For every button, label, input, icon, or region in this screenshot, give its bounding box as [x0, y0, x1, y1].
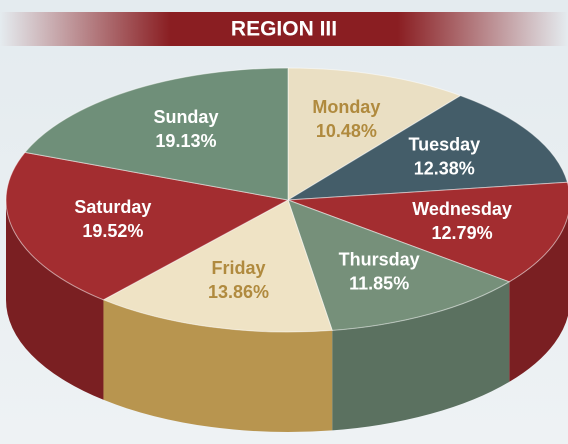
- pie-slice: [24, 67, 289, 201]
- slice-label: Wednesday: [412, 199, 512, 219]
- slice-value-label: 19.13%: [155, 131, 216, 151]
- pie-slice: [287, 181, 568, 283]
- slice-label: Sunday: [153, 107, 218, 127]
- pie-slice: [287, 67, 462, 201]
- slice-label: Tuesday: [408, 135, 480, 155]
- chart-title: REGION III: [231, 18, 337, 41]
- slice-value-label: 12.38%: [414, 159, 475, 179]
- pie-side: [332, 281, 510, 431]
- pie-slice: [287, 199, 511, 331]
- title-band: [0, 12, 568, 46]
- slice-label: Saturday: [74, 197, 151, 217]
- slice-value-label: 19.52%: [82, 221, 143, 241]
- slice-value-label: 13.86%: [208, 282, 269, 302]
- pie-side: [6, 200, 104, 400]
- slice-label: Friday: [211, 258, 265, 278]
- pie-slice: [287, 95, 568, 201]
- slice-label: Thursday: [339, 250, 420, 270]
- slice-value-label: 10.48%: [316, 121, 377, 141]
- pie-side: [103, 299, 333, 432]
- pie-slice: [102, 199, 333, 333]
- slice-value-label: 11.85%: [349, 274, 409, 294]
- pie-slice: [5, 151, 290, 301]
- slice-label: Monday: [312, 97, 380, 117]
- slice-value-label: 12.79%: [432, 223, 493, 243]
- pie-side: [509, 215, 568, 382]
